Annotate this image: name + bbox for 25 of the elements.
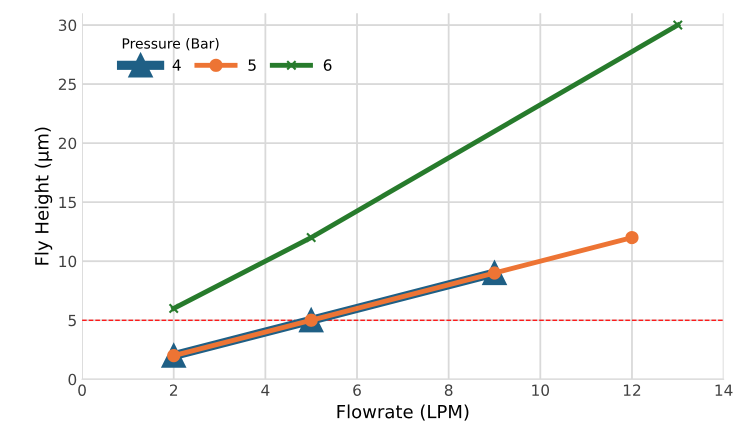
x-tick-label: 12	[624, 384, 640, 396]
point	[306, 232, 316, 243]
y-tick-label: 20	[58, 138, 76, 150]
x-tick-label: 6	[353, 384, 361, 396]
point	[625, 230, 639, 244]
y-tick-label: 5	[68, 314, 76, 326]
x-tick-label: 14	[716, 384, 732, 396]
x-tick-label: 2	[170, 384, 178, 396]
x-tick-label: 4	[261, 384, 270, 396]
y-tick-label: 30	[58, 20, 76, 32]
legend-label: 6	[324, 59, 332, 71]
y-tick-label: 15	[59, 196, 76, 208]
point	[672, 20, 684, 30]
point	[168, 303, 179, 314]
x-axis-title: Flowrate (LPM)	[337, 404, 468, 421]
x-tick-label: 8	[444, 384, 452, 396]
y-tick-label: 10	[59, 256, 76, 268]
y-axis-title: Fly Height (µm)	[34, 128, 52, 265]
y-tick-label: 25	[58, 78, 76, 90]
legend-label: 4	[172, 60, 181, 71]
x-tick-label: 0	[78, 384, 86, 396]
y-tick-label: 0	[68, 374, 76, 386]
legend-title: Pressure (Bar)	[122, 38, 219, 50]
legend-label: 5	[248, 60, 256, 71]
x-tick-label: 10	[532, 384, 550, 396]
